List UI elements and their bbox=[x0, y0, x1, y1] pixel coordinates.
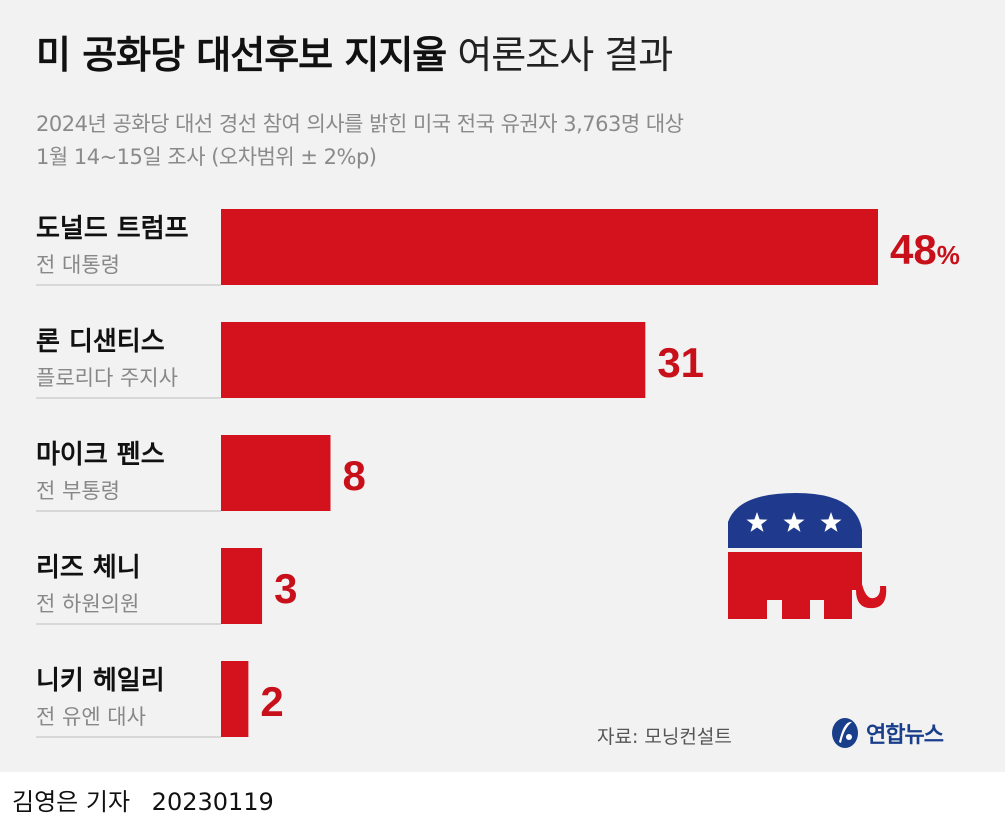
bar-1 bbox=[221, 209, 878, 285]
subtitle-line-1: 2024년 공화당 대선 경선 참여 의사를 밝힌 미국 전국 유권자 3,76… bbox=[36, 112, 684, 136]
category-label: 니키 헤일리 bbox=[36, 666, 165, 696]
yonhap-logo: 연합뉴스 bbox=[830, 716, 944, 750]
gop-elephant-icon bbox=[728, 493, 887, 619]
value-label: 48% bbox=[890, 226, 960, 273]
logo-text: 연합뉴스 bbox=[866, 723, 944, 748]
bar-5 bbox=[221, 661, 249, 737]
value-label: 8 bbox=[343, 452, 366, 499]
bar-4 bbox=[221, 548, 263, 624]
source-note: 자료: 모닝컨설트 bbox=[597, 726, 732, 748]
title-light: 여론조사 결과 bbox=[457, 33, 673, 77]
star-icon bbox=[820, 512, 842, 532]
chart-title: 미 공화당 대선후보 지지율 여론조사 결과 bbox=[36, 30, 673, 80]
subtitle-line-2: 1월 14~15일 조사 (오차범위 ± 2%p) bbox=[36, 145, 377, 169]
bar-3 bbox=[221, 435, 331, 511]
category-label: 리즈 체니 bbox=[36, 553, 141, 583]
infographic-card: 미 공화당 대선후보 지지율 여론조사 결과 2024년 공화당 대선 경선 참… bbox=[0, 0, 1005, 772]
star-icon bbox=[783, 512, 805, 532]
category-label: 론 디샌티스 bbox=[36, 327, 165, 357]
category-label: 마이크 펜스 bbox=[36, 440, 165, 470]
yonhap-globe-icon bbox=[832, 718, 858, 748]
byline-reporter: 김영은 기자 bbox=[12, 788, 131, 816]
star-icon bbox=[746, 512, 768, 532]
byline: 김영은 기자 20230119 bbox=[12, 782, 274, 817]
category-sublabel: 전 유엔 대사 bbox=[36, 705, 146, 729]
byline-date: 20230119 bbox=[151, 788, 274, 816]
category-label: 도널드 트럼프 bbox=[36, 214, 189, 244]
value-label: 2 bbox=[260, 678, 283, 725]
value-unit: % bbox=[937, 240, 960, 270]
category-sublabel: 전 하원의원 bbox=[36, 592, 139, 616]
title-bold: 미 공화당 대선후보 지지율 bbox=[36, 33, 447, 77]
value-label: 31 bbox=[657, 339, 704, 386]
chart-subtitle: 2024년 공화당 대선 경선 참여 의사를 밝힌 미국 전국 유권자 3,76… bbox=[36, 108, 684, 174]
value-label: 3 bbox=[274, 565, 297, 612]
bar-2 bbox=[221, 322, 646, 398]
category-sublabel: 전 부통령 bbox=[36, 479, 120, 503]
category-sublabel: 플로리다 주지사 bbox=[36, 366, 178, 390]
category-sublabel: 전 대통령 bbox=[36, 253, 120, 277]
